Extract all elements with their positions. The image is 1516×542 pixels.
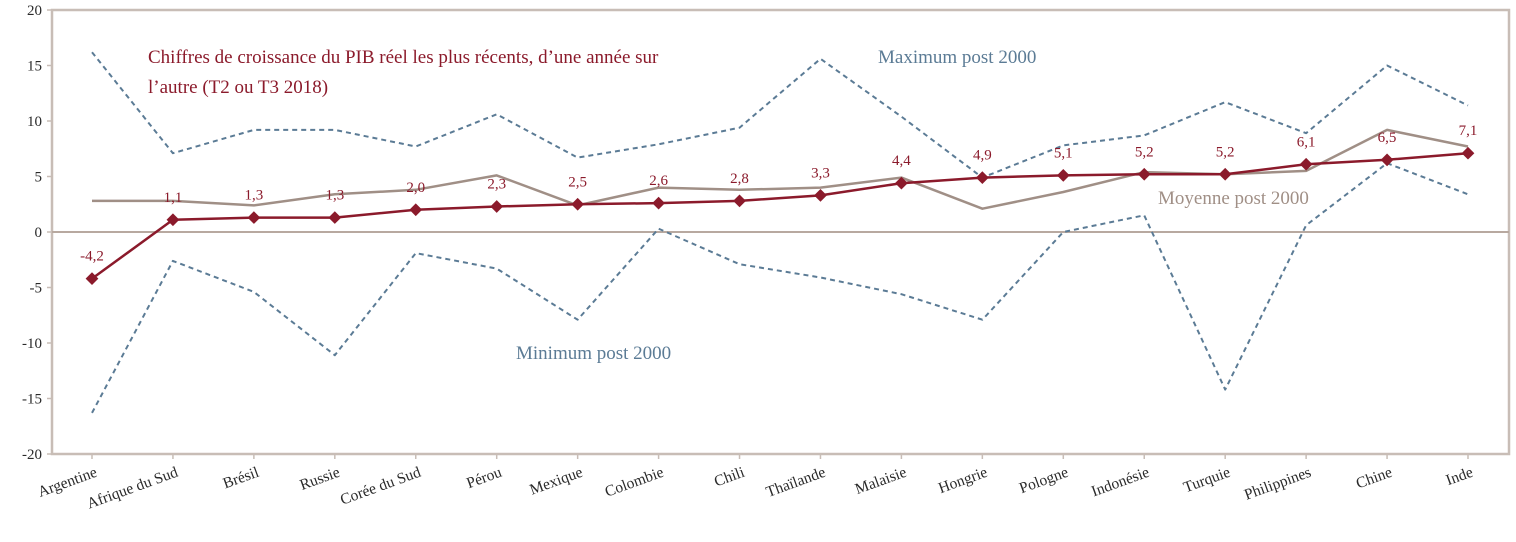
x-tick-label: Malaisie <box>853 464 909 498</box>
data-label: 2,8 <box>730 171 749 187</box>
x-tick-label: Inde <box>1444 464 1476 489</box>
x-tick-label: Colombie <box>603 464 666 501</box>
data-label: 2,5 <box>568 174 587 190</box>
data-point-marker <box>652 196 665 210</box>
x-tick-label: Indonésie <box>1089 464 1152 501</box>
data-point-marker <box>1137 167 1151 181</box>
data-label: 3,3 <box>811 165 830 181</box>
series-label-moyenne: Moyenne post 2000 <box>1158 188 1309 209</box>
data-label: 2,6 <box>649 173 668 189</box>
x-tick-label: Thaïlande <box>764 464 828 501</box>
x-tick-label: Hongrie <box>936 464 990 497</box>
series-label-maximum: Maximum post 2000 <box>878 47 1036 68</box>
data-point-marker <box>571 197 585 211</box>
y-tick-label: 0 <box>35 225 43 241</box>
data-point-marker <box>166 213 180 227</box>
chart-title-line-1: Chiffres de croissance du PIB réel les p… <box>148 47 659 68</box>
x-tick-label: Pologne <box>1017 464 1071 497</box>
x-tick-label: Mexique <box>527 464 585 499</box>
data-point-marker <box>247 211 261 224</box>
y-tick-label: -15 <box>22 392 42 408</box>
data-point-marker <box>490 200 504 213</box>
x-tick-label: Corée du Sud <box>338 464 423 509</box>
x-tick-label: Russie <box>298 464 343 494</box>
data-label: 5,2 <box>1135 144 1154 160</box>
data-label: 7,1 <box>1459 123 1478 139</box>
x-tick-label: Brésil <box>221 464 262 493</box>
data-label: 5,2 <box>1216 144 1235 160</box>
data-label: 2,0 <box>406 180 425 196</box>
data-point-marker <box>85 272 99 285</box>
data-label: 4,9 <box>973 148 992 164</box>
data-point-marker <box>409 203 423 217</box>
series-layer: -4,2 1,1 1,3 1,3 2,0 2,3 2,5 2,6 2,8 3,3 4,4 4,9 5,1… <box>80 51 1478 414</box>
data-point-marker <box>1056 169 1070 182</box>
y-axis: 20 15 10 5 0 -5 -10 -15 -20 <box>22 3 52 463</box>
series-line-minimum <box>91 162 1469 414</box>
y-tick-label: 5 <box>35 170 43 186</box>
x-tick-label: Chine <box>1354 464 1395 493</box>
annotations: Chiffres de croissance du PIB réel les p… <box>148 47 1309 364</box>
y-tick-label: -10 <box>22 336 42 352</box>
data-label: 2,3 <box>487 176 506 192</box>
data-label: -4,2 <box>80 249 104 265</box>
data-point-marker <box>733 194 746 208</box>
data-point-marker <box>328 211 342 224</box>
data-point-marker <box>1461 146 1475 160</box>
series-line-latest <box>91 151 1469 280</box>
y-tick-label: 15 <box>27 59 42 75</box>
chart-title-line-2: l’autre (T2 ou T3 2018) <box>148 77 328 98</box>
data-label: 6,5 <box>1378 130 1397 146</box>
x-tick-label: Philippines <box>1242 464 1313 504</box>
series-label-minimum: Minimum post 2000 <box>516 343 671 364</box>
x-tick-label: Turquie <box>1181 464 1233 497</box>
data-point-marker <box>1218 167 1232 181</box>
data-label: 4,4 <box>892 153 911 169</box>
data-label: 5,1 <box>1054 145 1073 161</box>
x-tick-label: Chili <box>712 464 748 491</box>
data-label: 1,3 <box>245 188 264 204</box>
data-point-marker <box>814 189 827 202</box>
data-label: 1,1 <box>164 190 183 206</box>
series-line-maximum <box>91 51 1469 179</box>
y-tick-label: -5 <box>30 281 43 297</box>
data-label: 6,1 <box>1297 134 1316 150</box>
data-label: 1,3 <box>325 188 344 204</box>
y-tick-label: 20 <box>27 3 42 19</box>
y-tick-label: 10 <box>27 114 42 130</box>
y-tick-label: -20 <box>22 447 42 463</box>
x-tick-label: Afrique du Sud <box>85 464 181 513</box>
x-tick-label: Pérou <box>464 464 504 492</box>
